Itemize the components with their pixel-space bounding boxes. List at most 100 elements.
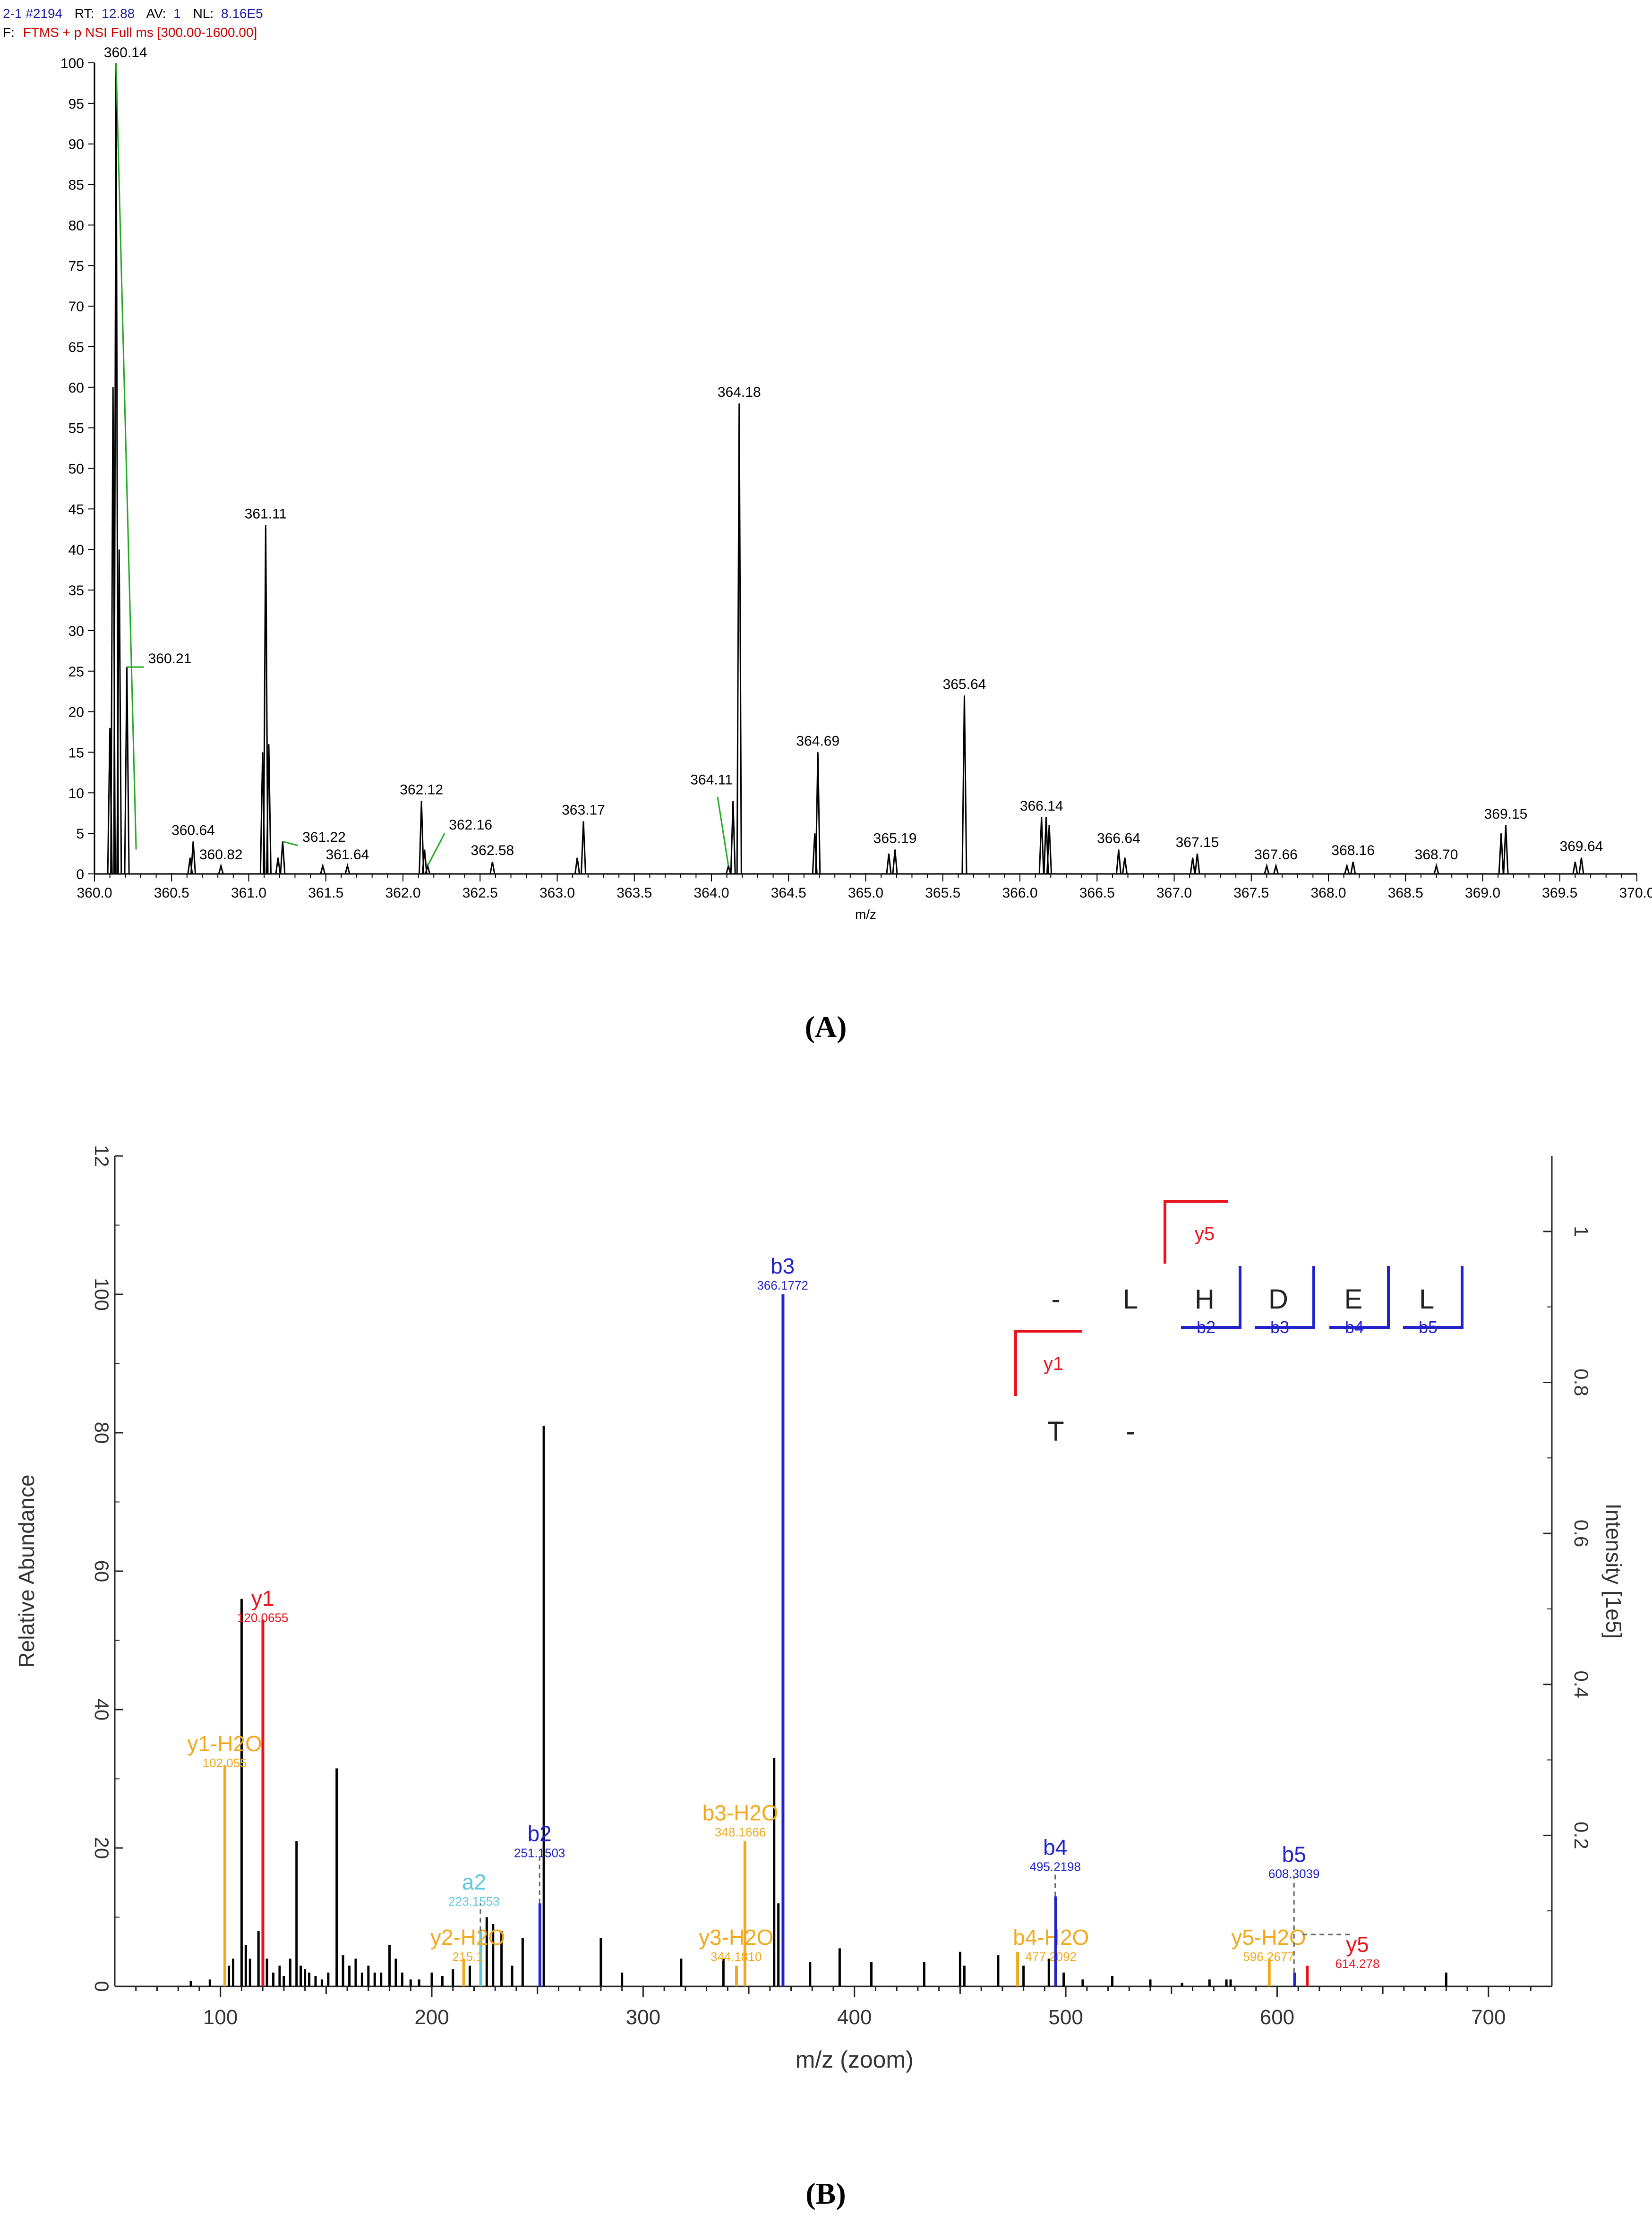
x-axis-label: m/z (855, 907, 876, 922)
x-tick-label: 364.5 (771, 885, 806, 901)
y-tick-label: 60 (68, 380, 84, 396)
x-tick-label: 300 (626, 2006, 660, 2029)
x-tick-label: 361.5 (308, 885, 343, 901)
peak-label: 360.82 (199, 847, 243, 863)
y-tick-label: 55 (68, 421, 84, 436)
spectrum-peak (344, 863, 351, 874)
sequence-residue: E (1344, 1284, 1363, 1315)
peak-label: 362.58 (471, 843, 514, 858)
ion-mz-label-y5: 614.278 (1335, 1957, 1379, 1971)
y-tick-label: 5 (76, 826, 84, 842)
spectrum-peak (1572, 861, 1578, 874)
spectrum-peak (280, 841, 286, 874)
peak-label: 366.14 (1020, 798, 1063, 814)
spectrum-peak (730, 801, 736, 874)
header-filter-prefix: F: (3, 25, 15, 40)
spectrum-peak (1038, 817, 1044, 874)
spectrum-peak (892, 849, 898, 874)
x-tick-label: 362.5 (462, 885, 498, 901)
y-tick-label: 40 (68, 542, 84, 558)
header-scan-id: 2-1 #2194 (3, 6, 62, 21)
spectrum-peak (1194, 853, 1200, 874)
y-tick-label: 12 (91, 1145, 113, 1167)
ion-label-b4-h2o: b4-H2O (1013, 1925, 1089, 1950)
ion-label-b3: b3 (770, 1254, 795, 1278)
y-tick-label: 80 (68, 218, 84, 233)
peak-label: 364.69 (796, 733, 839, 749)
peak-leader-line (115, 62, 137, 850)
peak-label: 369.64 (1560, 839, 1603, 855)
y-tick-label: 0 (91, 1981, 113, 1992)
peak-label: 360.14 (104, 45, 147, 60)
y2-tick-label: 0.4 (1570, 1671, 1592, 1698)
x-tick-label: 500 (1048, 2006, 1083, 2029)
spectrum-peak (187, 857, 193, 874)
spectrum-peak (263, 525, 269, 874)
x-axis-label: m/z (zoom) (796, 2046, 914, 2073)
spectrum-peak (489, 861, 496, 874)
sequence-residue: L (1123, 1284, 1138, 1315)
peak-leader-line (427, 833, 445, 866)
sequence-residue: H (1195, 1284, 1215, 1315)
x-tick-label: 366.5 (1079, 885, 1115, 901)
ion-mz-label-b3: 366.1772 (757, 1278, 808, 1292)
ion-mz-label-y2-h2o: 215.1 (453, 1950, 483, 1964)
ion-label-y5: y5 (1346, 1932, 1369, 1957)
b-ion-bracket (1329, 1266, 1390, 1329)
b-ion-bracket-label: b2 (1197, 1317, 1215, 1337)
y-tick-label: 20 (68, 705, 84, 720)
spectrum-peak (580, 821, 587, 874)
y-tick-label: 25 (68, 664, 84, 680)
x-tick-label: 360.0 (77, 885, 112, 901)
ion-mz-label-y1: 120.0655 (237, 1610, 288, 1625)
header-av-value: 1 (173, 6, 181, 21)
ion-label-b2: b2 (528, 1821, 552, 1846)
peak-label: 367.15 (1176, 835, 1219, 850)
spectrum-peak (419, 801, 425, 874)
ion-mz-label-y5-h2o: 596.2677 (1243, 1950, 1294, 1964)
y2-tick-label: 0.6 (1570, 1520, 1592, 1547)
ion-mz-label-b4-h2o: 477.2092 (1026, 1950, 1077, 1964)
b-ion-bracket-label: b5 (1419, 1317, 1438, 1337)
b-ion-bracket-label: b4 (1345, 1317, 1364, 1337)
ion-label-y2-h2o: y2-H2O (430, 1925, 505, 1950)
y-tick-label: 75 (68, 258, 84, 274)
y2-axis-label: Intensity [1e5] (1601, 1504, 1626, 1639)
y-tick-label: 100 (91, 1278, 113, 1311)
x-tick-label: 367.5 (1233, 885, 1269, 901)
spectrum-peak (1350, 861, 1356, 874)
x-tick-label: 361.0 (231, 885, 266, 901)
x-tick-label: 368.5 (1388, 885, 1423, 901)
sequence-residue: T (1047, 1416, 1064, 1447)
peak-label: 367.66 (1254, 847, 1298, 863)
spectrum-peak (110, 387, 116, 874)
panel-b-caption: (B) (805, 2177, 846, 2210)
spectrum-peak (190, 841, 197, 874)
spectrum-peak (1578, 857, 1584, 874)
spectrum-peak (1264, 863, 1270, 874)
spectrum-peak (725, 863, 731, 874)
b-ion-bracket (1403, 1266, 1464, 1329)
peak-label: 360.21 (148, 651, 192, 667)
panel-b-msms-spectrum: 0 20 40 60 80 100 12 Relative Abundance 0.2 0.4 0.… (14, 1145, 1626, 2073)
spectrum-peak (259, 752, 265, 874)
x-tick-label: 370.0 (1619, 885, 1652, 901)
header-filter-line: F: FTMS + p NSI Full ms [300.00-1600.00] (3, 25, 257, 40)
ion-label-b5: b5 (1282, 1842, 1306, 1866)
y2-tick-label: 1 (1570, 1226, 1592, 1237)
peak-label: 365.19 (873, 830, 917, 846)
spectrum-peak (218, 863, 224, 874)
x-tick-label: 369.5 (1542, 885, 1577, 901)
ion-label-y3-h2o: y3-H2O (699, 1925, 773, 1950)
ion-label-y1-h2o: y1-H2O (187, 1731, 262, 1756)
y2-tick-label: 0.2 (1570, 1822, 1592, 1849)
y-tick-label: 10 (68, 786, 84, 801)
spectrum-peak (275, 857, 281, 874)
spectrum-peak (736, 403, 742, 874)
y-tick-label: 70 (68, 299, 84, 315)
spectrum-peak (886, 853, 892, 874)
x-tick-label: 700 (1471, 2006, 1506, 2029)
spectrum-peak (265, 744, 272, 874)
spectrum-peak (1121, 857, 1128, 874)
